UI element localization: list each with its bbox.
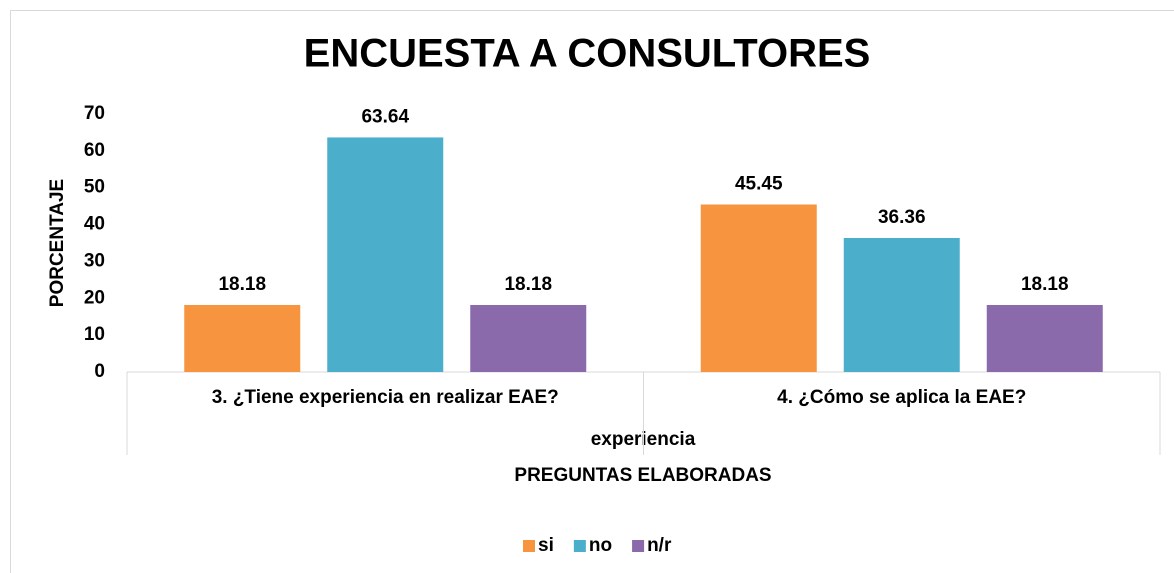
y-tick-label: 20: [84, 287, 105, 308]
y-tick-label: 70: [84, 103, 105, 124]
bar: [470, 304, 587, 372]
y-tick-label: 60: [84, 140, 105, 161]
data-label: 18.18: [1021, 274, 1069, 295]
legend-swatch: [632, 540, 645, 552]
data-label: 45.45: [735, 173, 783, 194]
x-axis-title: PREGUNTAS ELABORADAS: [514, 465, 771, 486]
y-tick-label: 10: [84, 324, 105, 345]
y-tick-label: 0: [94, 361, 105, 382]
data-label: 36.36: [878, 207, 926, 228]
y-tick-label: 40: [84, 214, 105, 235]
x-tick-label: 3. ¿Tiene experiencia en realizar EAE?: [212, 387, 559, 408]
bar: [843, 237, 960, 372]
legend-swatch: [523, 540, 535, 552]
chart-border: [10, 10, 1174, 573]
data-label: 18.18: [504, 274, 552, 295]
y-tick-label: 50: [84, 177, 105, 198]
data-label: 63.64: [361, 106, 409, 127]
legend-label: si: [538, 535, 554, 556]
chart-title: ENCUESTA A CONSULTORES: [304, 32, 871, 76]
bar: [184, 304, 301, 372]
bar: [327, 137, 444, 372]
bar: [700, 204, 817, 372]
data-label: 18.18: [218, 274, 266, 295]
y-axis-title: PORCENTAJE: [47, 179, 68, 307]
legend-label: n/r: [647, 535, 672, 556]
bar: [986, 304, 1103, 372]
x-tick-label: 4. ¿Cómo se aplica la EAE?: [777, 387, 1026, 408]
legend-label: no: [589, 535, 612, 556]
legend-swatch: [573, 540, 586, 552]
y-tick-label: 30: [84, 250, 105, 271]
